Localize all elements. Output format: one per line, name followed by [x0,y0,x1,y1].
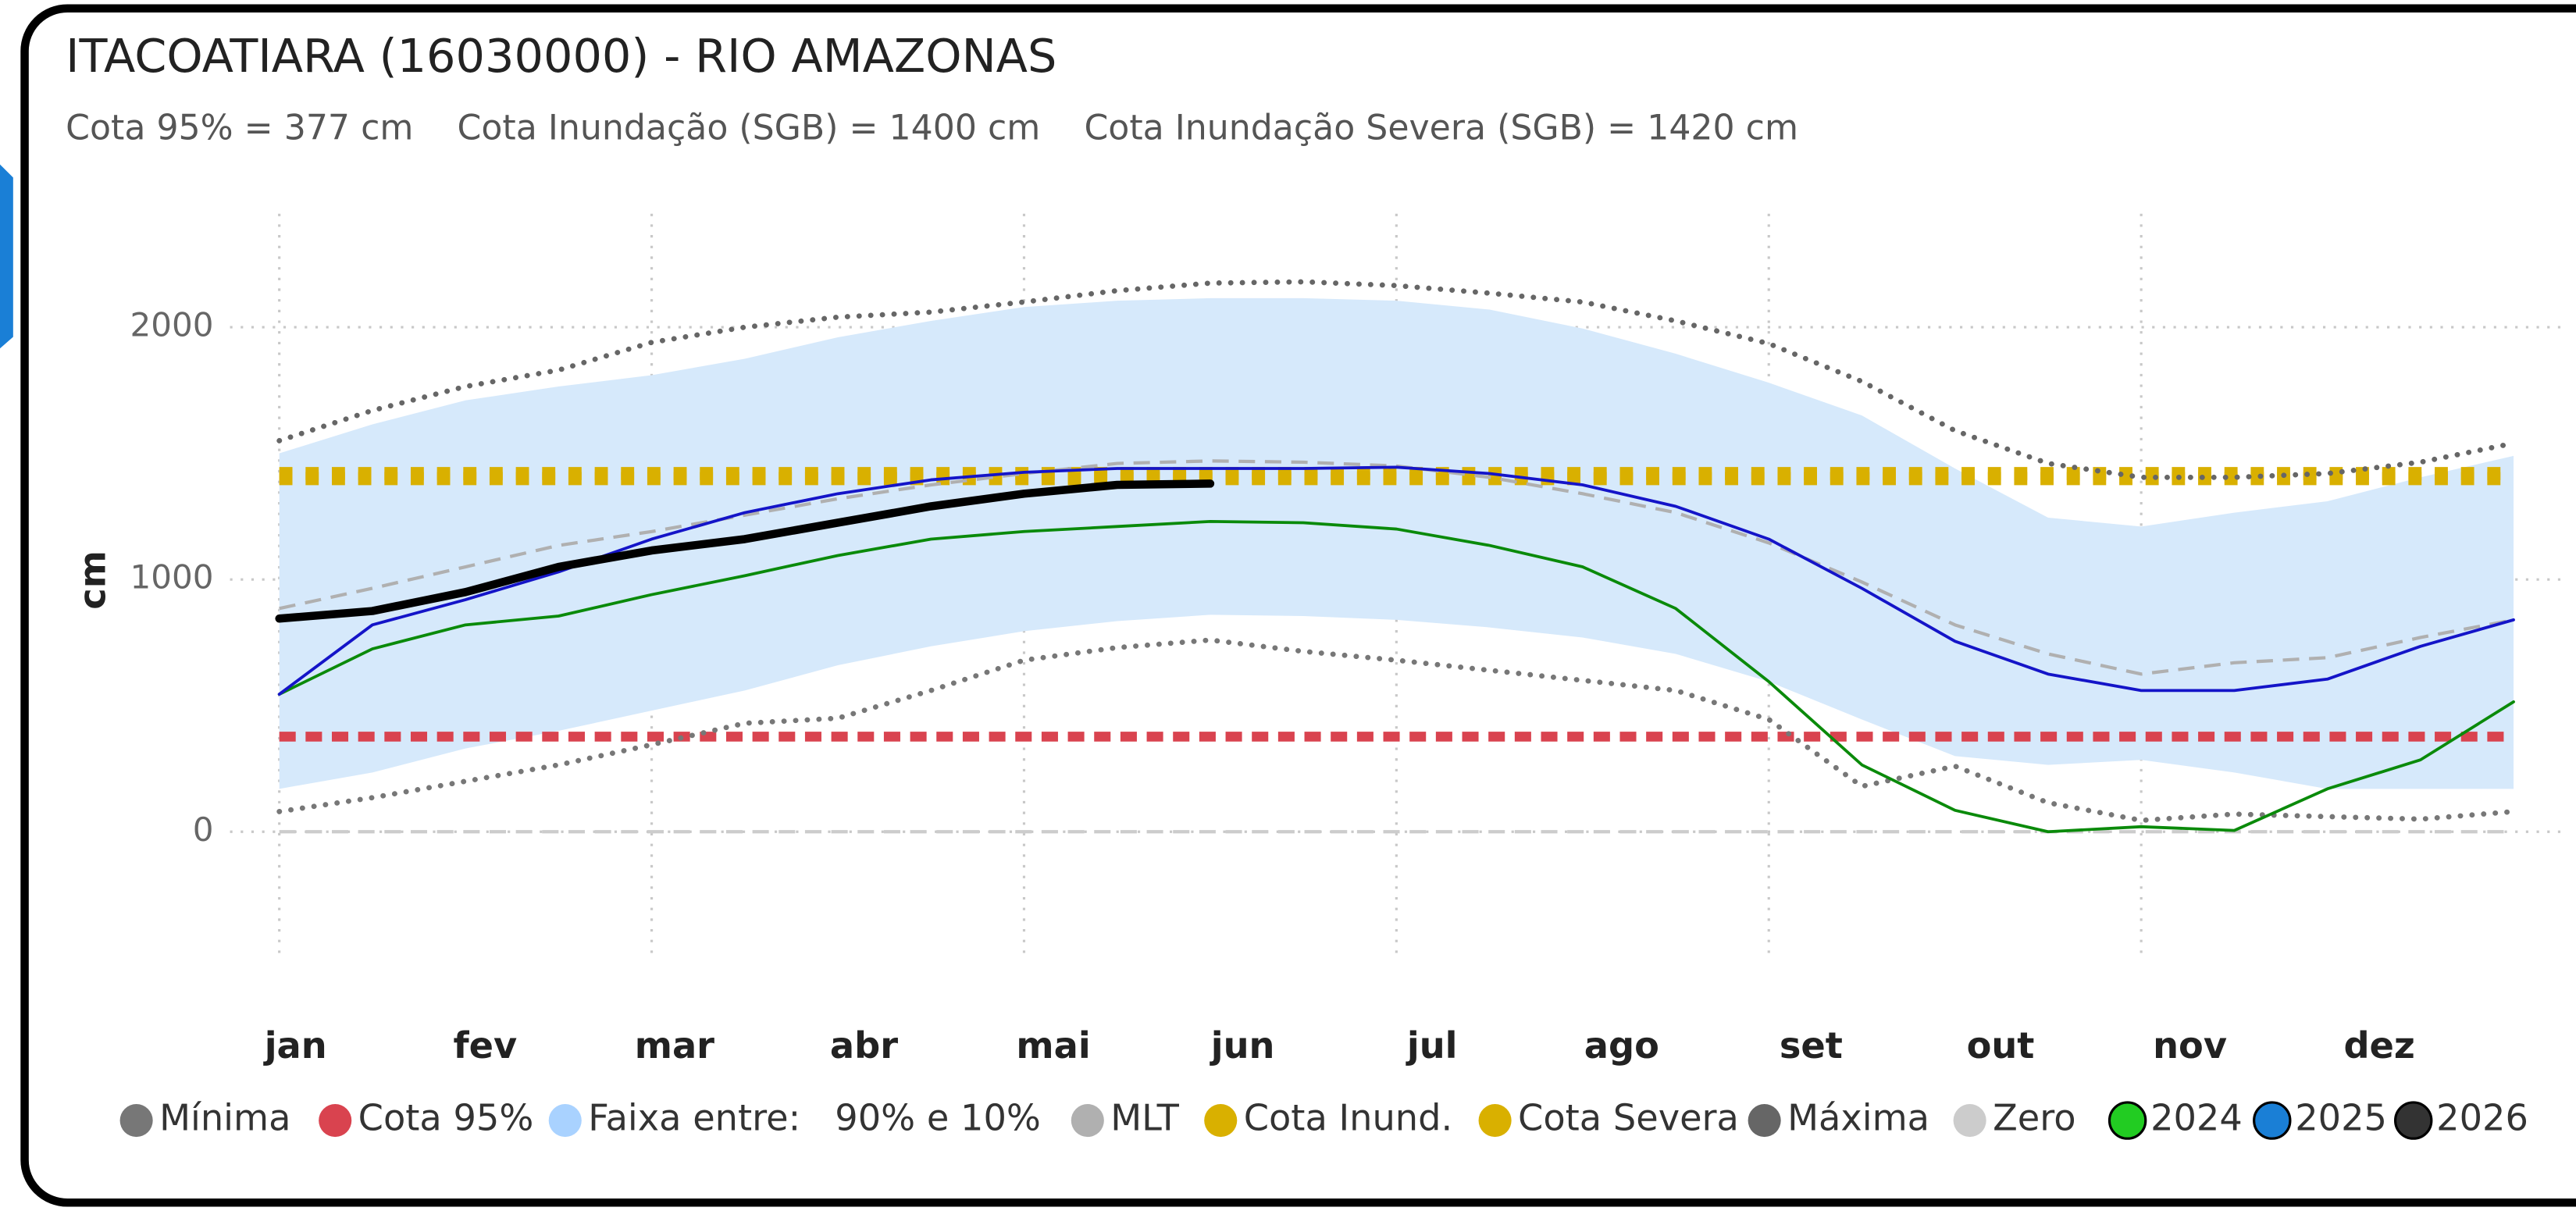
legend-label: Cota Inund. [1244,1097,1453,1139]
legend-label: 2025 [2295,1097,2387,1139]
x-tick-label: jul [1406,1024,1458,1067]
x-tick-label: jun [1210,1024,1275,1067]
chart-subtitle: Cota 95% = 377 cm Cota Inundação (SGB) =… [66,108,1798,148]
legend-label: MLT [1110,1097,1179,1139]
legend-marker [1204,1104,1238,1138]
legend-marker [2253,1101,2292,1140]
legend-label: Zero [1993,1097,2075,1139]
legend-marker [2393,1101,2433,1140]
x-tick-label: ago [1584,1024,1659,1067]
legend-marker [548,1104,582,1138]
x-tick-label: mai [1016,1024,1090,1067]
x-tick-label: abr [830,1024,898,1067]
x-tick-label: nov [2153,1024,2227,1067]
legend-marker [2107,1101,2147,1140]
y-tick-label: 2000 [130,306,213,344]
x-tick-label: mar [635,1024,714,1067]
chart-title: ITACOATIARA (16030000) - RIO AMAZONAS [66,29,1056,83]
legend-marker [119,1104,153,1138]
legend-marker [1953,1104,1986,1138]
legend-label: Cota Severa [1518,1097,1739,1139]
x-tick-label: out [1967,1024,2035,1067]
y-tick-label: 0 [193,810,214,849]
legend-label: Faixa entre: 90% e 10% [588,1097,1041,1139]
y-axis-label: cm [72,550,114,610]
legend-label: Máxima [1787,1097,1929,1139]
x-tick-label: jan [263,1024,327,1067]
y-tick-label: 1000 [130,558,213,597]
legend-marker [319,1104,352,1138]
series-line [277,519,2515,834]
x-tick-label: fev [453,1024,517,1067]
legend-label: Cota 95% [358,1097,534,1139]
x-tick-label: dez [2343,1024,2414,1067]
series-line [275,479,1215,623]
series-line [277,465,2515,696]
x-tick-label: set [1780,1024,1843,1067]
series-line [276,279,2517,480]
legend-marker [1478,1104,1512,1138]
band-area [279,297,2514,789]
legend-marker [1748,1104,1781,1138]
legend-label: 2026 [2436,1097,2528,1139]
legend-label: Mínima [159,1097,290,1139]
side-decoration [0,164,13,349]
legend-marker [1071,1104,1104,1138]
legend-label: 2024 [2150,1097,2243,1139]
